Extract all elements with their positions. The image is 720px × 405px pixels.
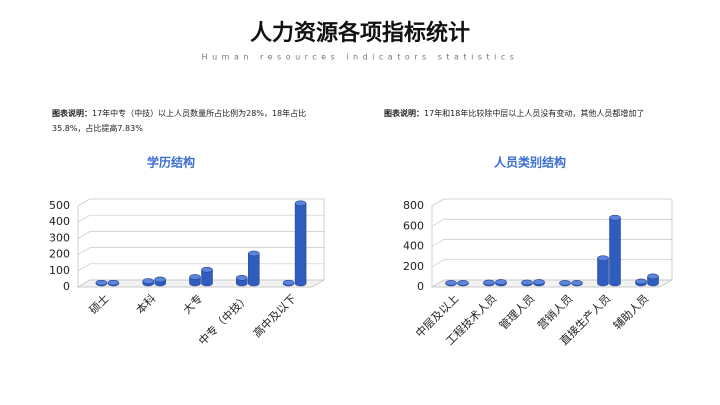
- bar-cap: [95, 279, 108, 286]
- note-label: 图表说明：: [52, 109, 92, 118]
- y-tick-label: 400: [49, 215, 70, 228]
- y-tick-label: 100: [49, 264, 70, 277]
- grid-line: [77, 263, 324, 272]
- grid-line: [431, 259, 672, 268]
- bar-cap: [142, 278, 154, 284]
- y-tick-label: 0: [63, 280, 70, 293]
- bar-cap: [647, 273, 659, 280]
- note-text: 17年和18年比较除中层以上人员没有变动，其他人员都增加了: [424, 109, 645, 118]
- note: 图表说明：17年和18年比较除中层以上人员没有变动，其他人员都增加了: [384, 106, 664, 121]
- bar-cap: [248, 250, 260, 257]
- slide-title: 人力资源各项指标统计: [250, 20, 470, 46]
- bar-cap: [559, 280, 571, 286]
- x-tick-label: 硕士: [87, 292, 112, 317]
- chart-title: 学历结构: [147, 155, 195, 170]
- x-tick-label: 大专: [180, 291, 205, 316]
- bar-cap: [533, 279, 545, 285]
- bar-cap: [635, 278, 647, 285]
- y-tick-label: 200: [403, 260, 424, 273]
- bar-cap: [294, 200, 307, 207]
- note: 图表说明：17年中专（中技）以上人员数量所占比例为28%，18年占比35.8%，…: [52, 106, 332, 136]
- y-tick-label: 300: [49, 231, 70, 244]
- bar-cap: [571, 280, 583, 286]
- y-tick-label: 400: [403, 240, 424, 253]
- bar-cap: [282, 279, 295, 286]
- bar-cap: [107, 279, 120, 286]
- note-label: 图表说明：: [384, 109, 424, 118]
- y-tick-label: 600: [403, 219, 424, 232]
- grid-line: [77, 247, 324, 255]
- bar-cap: [201, 266, 213, 273]
- x-tick-label: 中专（中技）: [195, 291, 252, 348]
- grid-line: [77, 214, 324, 223]
- bar: [294, 200, 307, 287]
- bar: [609, 214, 621, 287]
- bar-cap: [609, 214, 621, 221]
- bar-cap: [236, 275, 248, 281]
- bar-cap: [495, 279, 507, 285]
- y-tick-label: 200: [49, 248, 70, 261]
- grid-line: [431, 218, 672, 227]
- bar-cap: [154, 276, 166, 283]
- x-tick-label: 管理人员: [496, 291, 537, 332]
- bar-cap: [521, 279, 533, 286]
- grid-line: [431, 198, 672, 207]
- y-tick-label: 500: [49, 199, 70, 212]
- slide-subtitle: Human resources indicators statistics: [202, 53, 519, 62]
- x-tick-label: 本科: [133, 291, 158, 316]
- bar-cap: [445, 280, 457, 286]
- bar-cap: [189, 274, 201, 280]
- bar-cap: [457, 280, 469, 286]
- x-tick-label: 辅助人员: [610, 291, 651, 332]
- grid-line: [77, 231, 324, 239]
- grid-line: [431, 279, 672, 288]
- grid-line: [77, 198, 324, 207]
- chart-title: 人员类别结构: [494, 155, 566, 170]
- y-tick-label: 800: [403, 199, 424, 212]
- bar-cap: [597, 255, 609, 261]
- grid-line: [431, 239, 672, 247]
- x-tick-label: 高中及以下: [250, 291, 299, 340]
- y-tick-label: 0: [417, 280, 424, 293]
- note-text: 17年中专（中技）以上人员数量所占比例为28%，18年占比35.8%，占比提高7…: [52, 109, 307, 133]
- bar-cap: [483, 279, 495, 286]
